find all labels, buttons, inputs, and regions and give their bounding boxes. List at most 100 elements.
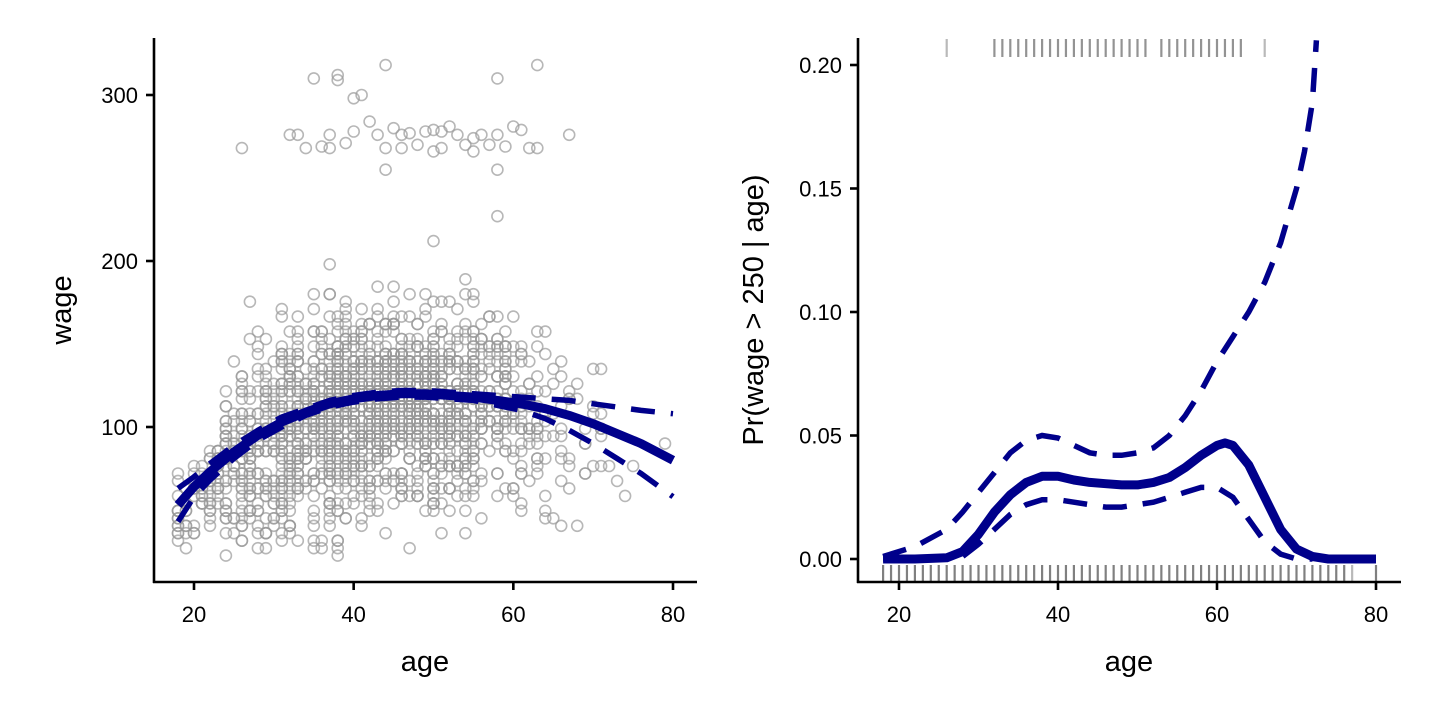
data-point bbox=[506, 370, 520, 383]
data-point bbox=[315, 340, 329, 353]
data-point bbox=[475, 511, 488, 525]
data-point bbox=[283, 128, 297, 142]
data-point bbox=[419, 422, 432, 436]
data-point bbox=[491, 489, 504, 503]
data-point bbox=[219, 482, 233, 495]
data-point bbox=[435, 482, 448, 495]
data-point bbox=[291, 128, 305, 142]
x-tick-label: 60 bbox=[1205, 602, 1229, 627]
data-point bbox=[291, 340, 305, 353]
data-point bbox=[307, 340, 321, 353]
data-point bbox=[435, 317, 448, 331]
data-point bbox=[259, 489, 273, 503]
data-point bbox=[491, 332, 504, 346]
data-point bbox=[475, 332, 488, 346]
data-point bbox=[602, 459, 616, 473]
data-point bbox=[331, 370, 345, 383]
data-point bbox=[363, 497, 376, 510]
data-point bbox=[427, 295, 440, 309]
data-point bbox=[475, 347, 488, 361]
data-point bbox=[227, 414, 241, 428]
data-point bbox=[427, 234, 440, 248]
data-point bbox=[267, 399, 281, 413]
data-point bbox=[235, 489, 249, 503]
data-point bbox=[467, 452, 480, 465]
data-point bbox=[243, 414, 257, 428]
data-point bbox=[363, 115, 376, 128]
data-point bbox=[451, 429, 464, 443]
data-point bbox=[331, 68, 345, 82]
data-point bbox=[499, 370, 512, 383]
data-point bbox=[475, 128, 488, 142]
data-point bbox=[403, 541, 416, 555]
data-point bbox=[171, 526, 185, 540]
data-point bbox=[403, 422, 416, 436]
data-point bbox=[419, 452, 432, 465]
data-point bbox=[363, 474, 376, 488]
data-point bbox=[283, 467, 297, 480]
data-point bbox=[530, 437, 544, 450]
data-point bbox=[371, 332, 384, 346]
data-point bbox=[283, 429, 297, 443]
data-point bbox=[315, 429, 329, 443]
data-point bbox=[379, 347, 392, 361]
data-point bbox=[371, 325, 384, 338]
data-point bbox=[339, 310, 353, 323]
data-point bbox=[459, 504, 472, 518]
data-point bbox=[371, 340, 384, 353]
data-point bbox=[395, 422, 408, 436]
data-point bbox=[315, 414, 329, 428]
data-point bbox=[227, 474, 241, 488]
data-point bbox=[467, 145, 480, 158]
data-point bbox=[387, 399, 400, 413]
data-point bbox=[291, 452, 305, 465]
data-point bbox=[371, 377, 384, 391]
left-y-ticks: 100 200 300 bbox=[101, 83, 154, 440]
data-point bbox=[499, 347, 512, 361]
data-point bbox=[251, 362, 265, 376]
data-point bbox=[339, 474, 353, 488]
data-point bbox=[530, 58, 544, 72]
data-point bbox=[315, 534, 329, 548]
data-point bbox=[475, 422, 488, 436]
data-point bbox=[331, 534, 345, 548]
data-point bbox=[355, 519, 368, 533]
data-point bbox=[467, 489, 480, 503]
data-point bbox=[475, 317, 488, 331]
data-point bbox=[283, 347, 297, 361]
data-point bbox=[355, 489, 368, 503]
data-point bbox=[499, 140, 512, 153]
data-point bbox=[435, 347, 448, 361]
data-point bbox=[299, 444, 313, 458]
x-tick-label: 20 bbox=[887, 602, 911, 627]
right-y-ticks: 0.00 0.05 0.10 0.15 0.20 bbox=[799, 53, 858, 572]
data-point bbox=[355, 459, 368, 473]
y-tick-label: 0.05 bbox=[799, 424, 842, 449]
data-point bbox=[435, 141, 448, 155]
data-point bbox=[554, 444, 568, 458]
data-point bbox=[499, 377, 512, 391]
data-point bbox=[323, 422, 337, 436]
data-point bbox=[235, 497, 249, 510]
data-point bbox=[395, 362, 408, 376]
data-point bbox=[379, 422, 392, 436]
right-x-ticks: 20 40 60 80 bbox=[887, 582, 1388, 627]
data-point bbox=[443, 120, 456, 133]
data-point bbox=[267, 407, 281, 421]
data-point bbox=[530, 370, 544, 383]
data-point bbox=[267, 489, 281, 503]
data-point bbox=[459, 355, 472, 368]
data-point bbox=[395, 467, 408, 480]
data-point bbox=[499, 444, 512, 458]
data-point bbox=[347, 474, 361, 488]
data-point bbox=[467, 287, 480, 301]
data-point bbox=[339, 467, 353, 480]
data-point bbox=[427, 474, 440, 488]
data-point bbox=[403, 429, 416, 443]
data-point bbox=[411, 399, 424, 413]
data-point bbox=[419, 414, 432, 428]
data-point bbox=[379, 444, 392, 458]
data-point bbox=[315, 452, 329, 465]
data-point bbox=[323, 355, 337, 368]
data-point bbox=[483, 340, 496, 353]
